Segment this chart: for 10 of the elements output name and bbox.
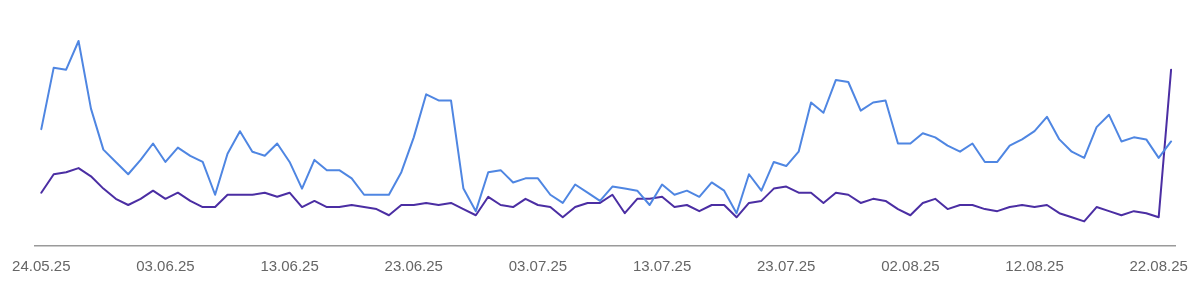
- x-tick-label: 13.06.25: [260, 257, 319, 275]
- x-tick-label: 12.08.25: [1005, 257, 1064, 275]
- x-tick-label: 23.07.25: [757, 257, 816, 275]
- x-tick-label: 23.06.25: [384, 257, 443, 275]
- x-tick-label: 03.07.25: [508, 257, 568, 275]
- x-tick-label: 03.06.25: [136, 257, 195, 275]
- x-tick-label: 02.08.25: [881, 257, 940, 275]
- x-tick-label: 24.05.25: [12, 257, 71, 275]
- x-tick-label: 13.07.25: [632, 257, 692, 275]
- x-tick-label: 22.08.25: [1129, 257, 1188, 275]
